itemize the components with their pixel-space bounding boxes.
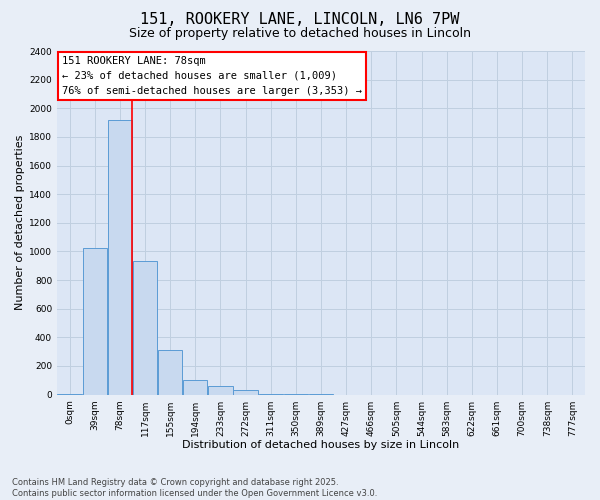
Bar (158, 350, 182, 395)
Text: 151 ROOKERY LANE: 78sqm
← 23% of detached houses are smaller (1,009)
76% of semi: 151 ROOKERY LANE: 78sqm ← 23% of detache… (62, 56, 362, 96)
Text: Contains HM Land Registry data © Crown copyright and database right 2025.
Contai: Contains HM Land Registry data © Crown c… (12, 478, 377, 498)
Bar (208, 386, 233, 394)
Bar (183, 380, 208, 394)
Y-axis label: Number of detached properties: Number of detached properties (15, 135, 25, 310)
Text: 151, ROOKERY LANE, LINCOLN, LN6 7PW: 151, ROOKERY LANE, LINCOLN, LN6 7PW (140, 12, 460, 28)
Bar (107, 120, 132, 394)
Bar (83, 248, 107, 394)
Bar (233, 390, 258, 394)
X-axis label: Distribution of detached houses by size in Lincoln: Distribution of detached houses by size … (182, 440, 460, 450)
Bar (133, 262, 157, 394)
Text: Size of property relative to detached houses in Lincoln: Size of property relative to detached ho… (129, 28, 471, 40)
